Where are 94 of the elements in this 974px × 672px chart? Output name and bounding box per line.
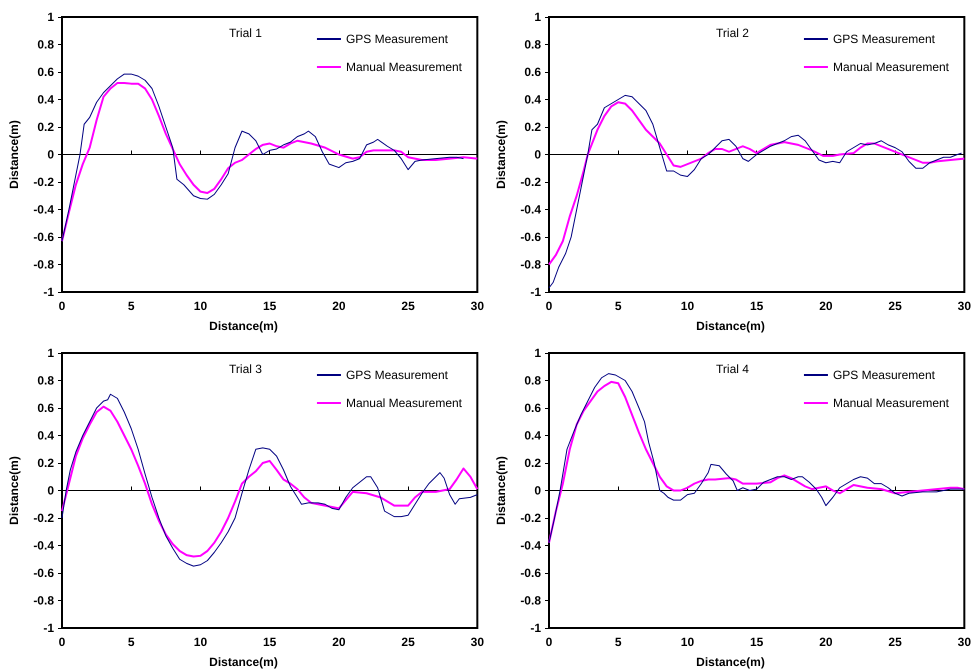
y-tick-label: 0.6 (37, 65, 54, 79)
y-axis-title: Distance(m) (7, 120, 21, 189)
text: Trial 4 (716, 362, 750, 376)
y-tick-label: 1 (47, 10, 54, 24)
y-tick-label: 0 (534, 148, 542, 162)
y-tick-label: -0.8 (520, 258, 542, 272)
y-axis-title: Distance(m) (494, 120, 508, 189)
text: Trial 3 (229, 362, 262, 376)
y-tick-label: -0.6 (33, 230, 54, 244)
y-tick-label: -0.6 (33, 566, 54, 580)
y-tick-label: -0.4 (520, 538, 542, 552)
y-tick-label: 0.8 (37, 38, 54, 52)
y-tick-label: 0.4 (37, 428, 54, 442)
y-tick-label: -0.2 (33, 511, 54, 525)
y-tick-label: 0.6 (524, 65, 542, 79)
x-axis-title: Distance(m) (696, 655, 765, 669)
y-tick-label: 0.4 (524, 92, 542, 106)
x-tick-label: 15 (262, 635, 277, 649)
x-tick-label: 15 (750, 299, 764, 313)
legend-label: GPS Measurement (832, 368, 936, 382)
x-tick-label: 30 (958, 299, 972, 313)
legend-label: GPS Measurement (832, 32, 936, 46)
x-tick-label: 5 (128, 299, 135, 313)
y-tick-label: -0.4 (520, 202, 542, 216)
x-tick-label: 0 (546, 299, 553, 313)
y-tick-label: 0 (534, 484, 542, 498)
x-tick-label: 10 (680, 635, 694, 649)
x-tick-label: 5 (614, 635, 622, 649)
x-tick-label: 0 (58, 635, 66, 649)
y-tick-label: 0.6 (524, 401, 542, 415)
x-tick-label: 10 (194, 635, 208, 649)
legend-label: Manual Measurement (832, 60, 950, 74)
y-tick-label: -0.8 (33, 258, 54, 272)
text: Trial 2 (716, 26, 750, 40)
x-tick-label: 25 (401, 635, 416, 649)
y-tick-label: 0.8 (524, 374, 542, 388)
y-tick-label: 0 (47, 484, 54, 498)
x-tick-label: 30 (470, 299, 484, 313)
y-tick-label: -0.2 (520, 175, 542, 189)
line-series (548, 101, 966, 266)
y-tick-label: -1 (43, 621, 54, 635)
legend-label: Manual Measurement (346, 396, 463, 410)
x-tick-label: 5 (614, 299, 622, 313)
x-tick-label: 0 (58, 299, 66, 313)
y-tick-label: -0.2 (520, 511, 542, 525)
x-tick-label: 20 (819, 299, 833, 313)
y-tick-label: 1 (47, 346, 54, 360)
x-tick-label: 0 (546, 635, 553, 649)
y-axis-title: Distance(m) (7, 456, 21, 525)
x-tick-label: 15 (750, 635, 764, 649)
y-axis-title: Distance(m) (494, 456, 508, 525)
y-tick-label: -0.8 (520, 594, 542, 608)
legend-label: Manual Measurement (346, 60, 463, 74)
y-tick-label: 0.8 (37, 374, 54, 388)
x-tick-label: 10 (194, 299, 208, 313)
x-tick-label: 30 (958, 635, 972, 649)
x-tick-label: 25 (888, 635, 902, 649)
x-axis-title: Distance(m) (696, 319, 765, 333)
x-tick-label: 5 (128, 635, 135, 649)
y-tick-label: -1 (43, 285, 54, 299)
x-axis-title: Distance(m) (209, 655, 278, 669)
x-tick-label: 10 (680, 299, 694, 313)
legend-label: GPS Measurement (346, 32, 449, 46)
x-tick-label: 20 (332, 299, 346, 313)
x-tick-label: 25 (888, 299, 902, 313)
y-tick-label: 1 (534, 346, 542, 360)
y-tick-label: -0.2 (33, 175, 54, 189)
y-tick-label: 0.4 (37, 92, 54, 106)
x-axis-title: Distance(m) (209, 319, 278, 333)
y-tick-label: -0.8 (33, 594, 54, 608)
y-tick-label: 0 (47, 148, 54, 162)
y-tick-label: 0.6 (37, 401, 54, 415)
y-tick-label: 0.2 (524, 120, 542, 134)
y-tick-label: -1 (530, 285, 542, 299)
x-tick-label: 30 (470, 635, 484, 649)
y-tick-label: 0.2 (37, 456, 54, 470)
x-tick-label: 20 (332, 635, 346, 649)
y-tick-label: -0.4 (33, 538, 54, 552)
y-tick-label: -1 (530, 621, 542, 635)
x-tick-label: 20 (819, 635, 833, 649)
y-tick-label: -0.4 (33, 202, 54, 216)
y-tick-label: 0.8 (524, 38, 542, 52)
x-tick-label: 25 (401, 299, 416, 313)
y-tick-label: 0.2 (37, 120, 54, 134)
text: Trial 1 (229, 26, 262, 40)
legend-label: Manual Measurement (832, 396, 950, 410)
y-tick-label: 0.2 (524, 456, 542, 470)
line-series (548, 94, 962, 288)
legend-label: GPS Measurement (346, 368, 449, 382)
x-tick-label: 15 (262, 299, 277, 313)
y-tick-label: -0.6 (520, 566, 542, 580)
y-tick-label: -0.6 (520, 230, 542, 244)
y-tick-label: 1 (534, 10, 542, 24)
y-tick-label: 0.4 (524, 428, 542, 442)
